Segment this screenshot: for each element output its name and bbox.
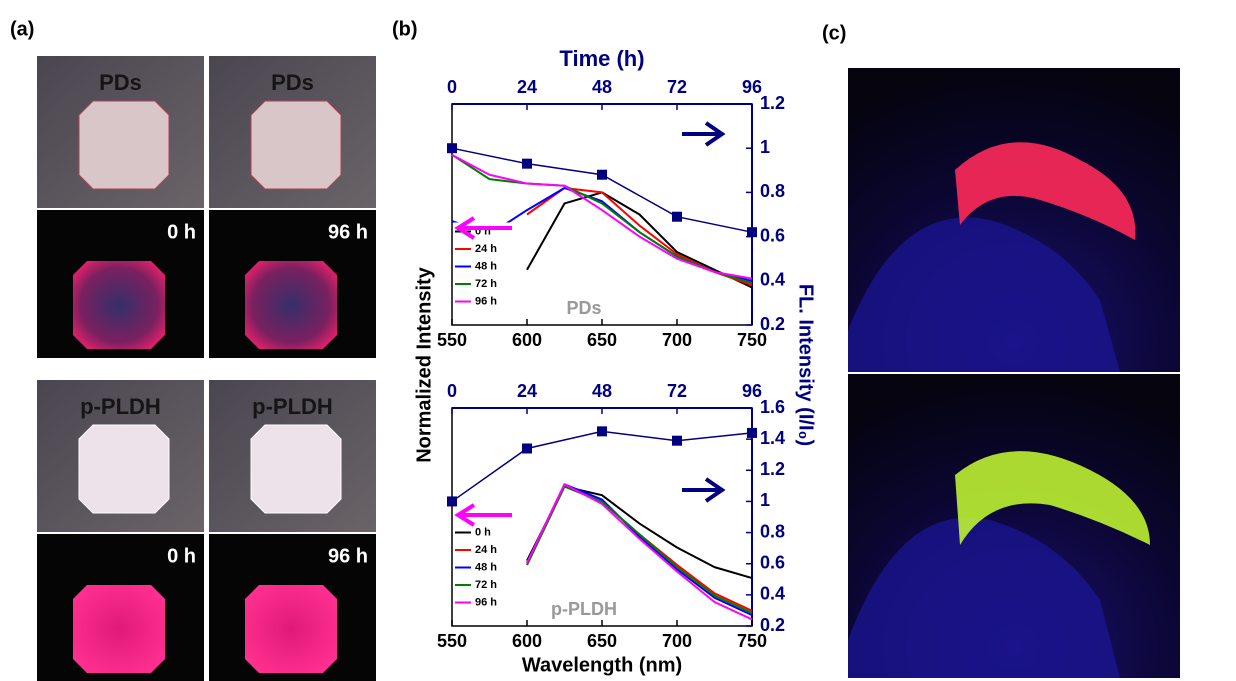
x2-tick-label: 48 <box>592 77 612 97</box>
sample <box>73 585 165 673</box>
time-marker <box>747 428 757 438</box>
x2-tick-label: 72 <box>667 77 687 97</box>
y-axis-title: Normalized Intensity <box>413 266 435 462</box>
y2-tick-label: 1.4 <box>760 428 785 448</box>
sample-label: p-PLDH <box>252 394 333 419</box>
legend-label: 48 h <box>475 561 497 573</box>
y2-tick-label: 0.2 <box>760 615 785 635</box>
panel-label: (a) <box>10 18 34 40</box>
y2-tick-label: 1.2 <box>760 459 785 479</box>
x2-axis-title: Time (h) <box>559 46 644 71</box>
sample <box>251 425 341 513</box>
legend-label: 0 h <box>475 526 491 538</box>
sample <box>245 261 337 349</box>
legend-label: 72 h <box>475 278 497 290</box>
y2-tick-label: 0.6 <box>760 225 785 245</box>
x-tick-label: 650 <box>587 631 617 651</box>
x2-tick-label: 0 <box>447 381 457 401</box>
arrow <box>682 479 722 501</box>
time-marker <box>522 159 532 169</box>
legend-label: 96 h <box>475 295 497 307</box>
time-marker <box>522 443 532 453</box>
y2-tick-label: 0.8 <box>760 521 785 541</box>
sample <box>251 101 341 189</box>
sample <box>245 585 337 673</box>
x2-tick-label: 48 <box>592 381 612 401</box>
time-label: 0 h <box>167 221 196 243</box>
x-tick-label: 700 <box>662 631 692 651</box>
time-marker <box>672 212 682 222</box>
x-tick-label: 650 <box>587 330 617 350</box>
y2-tick-label: 1.2 <box>760 93 785 113</box>
y2-tick-label: 0.4 <box>760 270 785 290</box>
sample <box>79 101 169 189</box>
annotation: p-PLDH <box>551 599 617 619</box>
sample-label: p-PLDH <box>80 394 161 419</box>
sample-label: PDs <box>271 70 314 95</box>
x2-tick-label: 0 <box>447 77 457 97</box>
panel-label: (c) <box>822 22 846 44</box>
time-marker <box>447 143 457 153</box>
x-tick-label: 700 <box>662 330 692 350</box>
panel-label: (b) <box>392 18 418 40</box>
time-marker <box>447 496 457 506</box>
time-marker <box>672 436 682 446</box>
x-axis-title: Wavelength (nm) <box>522 654 682 676</box>
y2-tick-label: 0.2 <box>760 314 785 334</box>
y2-tick-label: 1 <box>760 137 770 157</box>
x-tick-label: 600 <box>512 330 542 350</box>
figure: (a) (b) (c) PDs 0 h PDs 96 h p-PLDH 0 h p-PLDH… <box>0 0 1236 681</box>
time-line <box>452 148 752 232</box>
sample <box>79 425 169 513</box>
legend-label: 24 h <box>475 243 497 255</box>
x2-tick-label: 96 <box>742 381 762 401</box>
legend-label: 96 h <box>475 596 497 608</box>
x-tick-label: 600 <box>512 631 542 651</box>
time-label: 0 h <box>167 545 196 567</box>
x-tick-label: 550 <box>437 330 467 350</box>
x-tick-label: 550 <box>437 631 467 651</box>
y2-tick-label: 1.6 <box>760 397 785 417</box>
time-label: 96 h <box>328 545 368 567</box>
y2-tick-label: 0.4 <box>760 584 785 604</box>
spectrum-line <box>527 486 752 578</box>
x2-tick-label: 24 <box>517 77 537 97</box>
annotation: PDs <box>566 298 601 318</box>
sample-label: PDs <box>99 70 142 95</box>
legend-label: 48 h <box>475 260 497 272</box>
time-marker <box>597 170 607 180</box>
x2-tick-label: 24 <box>517 381 537 401</box>
arrow <box>682 123 722 145</box>
y2-tick-label: 0.6 <box>760 552 785 572</box>
legend-label: 24 h <box>475 544 497 556</box>
y2-axis-title: FL. Intensity (I/I₀) <box>795 284 817 446</box>
sample <box>73 261 165 349</box>
time-marker <box>747 227 757 237</box>
x2-tick-label: 96 <box>742 77 762 97</box>
y2-tick-label: 1 <box>760 490 770 510</box>
time-marker <box>597 426 607 436</box>
y2-tick-label: 0.8 <box>760 181 785 201</box>
arrow <box>458 505 512 525</box>
time-label: 96 h <box>328 221 368 243</box>
x2-tick-label: 72 <box>667 381 687 401</box>
spectrum-line <box>527 486 752 610</box>
legend-label: 72 h <box>475 579 497 591</box>
